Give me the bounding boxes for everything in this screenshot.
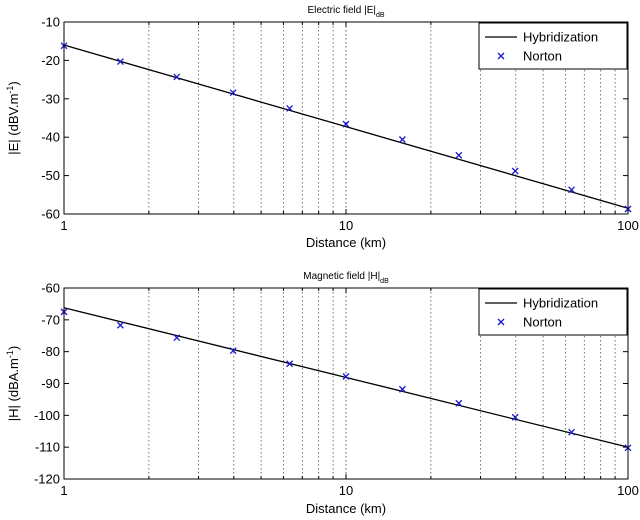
chart2-y-tick-label: -60 <box>41 281 60 296</box>
chart2-y-label: |H| (dBA.m-1) <box>5 346 21 421</box>
chart2-series-norton-point <box>568 428 576 436</box>
chart2-series-norton-point <box>116 321 124 329</box>
chart1-legend-swatch <box>497 52 505 60</box>
chart1-series-norton-point <box>229 89 237 97</box>
chart1-legend-box <box>478 22 628 70</box>
chart2-series-norton-point <box>286 360 294 368</box>
x-marker-stroke <box>342 373 350 380</box>
chart2-y-tick-label: -90 <box>41 376 60 391</box>
chart2-series-norton-point <box>173 334 181 342</box>
chart1-series-norton-point <box>511 167 519 175</box>
x-marker-stroke <box>286 104 294 112</box>
chart2-axes-frame <box>63 287 629 480</box>
chart2-x-label: Distance (km) <box>306 501 386 516</box>
chart1-series-norton-point <box>342 120 350 128</box>
chart1-panel: -60 -50 -40 -30 -20 -10 1 10 100 Hybridization Nor… <box>5 5 639 250</box>
x-marker-stroke <box>286 360 294 368</box>
chart1-x-label: Distance (km) <box>306 235 386 250</box>
x-marker-stroke <box>229 347 237 355</box>
chart1-series-hybridization-line <box>63 44 629 209</box>
chart1-y-tick-label: -60 <box>41 207 60 222</box>
chart2-legend-label: Norton <box>523 315 562 330</box>
chart2-y-tick-label: -110 <box>35 440 60 455</box>
chart2-series-hybridization-line <box>63 307 629 448</box>
chart2-title: Magnetic field |H|dB <box>303 271 389 285</box>
chart2-legend-label: Hybridization <box>523 296 598 311</box>
x-marker-stroke <box>398 136 406 143</box>
chart1-y-tick-label: -50 <box>41 168 60 183</box>
chart2-legend-box <box>478 288 628 336</box>
chart2-panel: -120 -110 -100 -90 -80 -70 -60 1 10 100 Hybridizat… <box>5 271 639 516</box>
x-marker-stroke <box>173 73 181 81</box>
chart2-y-tick-label: -120 <box>34 472 60 487</box>
x-marker-stroke <box>455 151 463 159</box>
x-marker-stroke <box>455 399 463 407</box>
x-marker-stroke <box>229 89 237 97</box>
x-marker-stroke <box>398 385 406 393</box>
chart1-series-norton-point <box>286 104 294 112</box>
x-marker-stroke <box>511 413 519 421</box>
chart2-x-tick-label: 100 <box>617 483 639 498</box>
chart1-x-tick-label: 100 <box>617 218 639 233</box>
x-marker-stroke <box>116 58 124 66</box>
chart1-series-norton-point <box>398 136 406 143</box>
chart2-series-norton-point <box>398 385 406 393</box>
chart1-x-tick-label: 1 <box>60 218 67 233</box>
chart1-legend-label: Norton <box>523 49 562 64</box>
chart2-x-tick-label: 10 <box>339 483 353 498</box>
chart2-legend-swatch <box>497 318 505 326</box>
chart1-legend-label: Hybridization <box>523 30 598 45</box>
chart2-y-tick-label: -100 <box>34 408 60 423</box>
x-marker-stroke <box>568 186 576 194</box>
chart2-series-norton-point <box>342 373 350 380</box>
chart1-title: Electric field |E|dB <box>307 5 384 19</box>
chart1-series-norton-point <box>116 58 124 66</box>
chart1-x-tick-label: 10 <box>339 218 353 233</box>
chart2-x-tick-label: 1 <box>60 483 67 498</box>
x-marker-stroke <box>116 321 124 329</box>
chart1-series-norton-point <box>455 151 463 159</box>
chart1-y-label: |E| (dBV.m-1) <box>5 81 21 155</box>
chart1-y-tick-label: -40 <box>41 130 60 145</box>
chart1-series-norton-point <box>568 186 576 194</box>
chart1-axes-frame <box>63 21 629 215</box>
chart1-y-tick-label: -20 <box>41 53 60 68</box>
chart2-y-tick-label: -80 <box>41 344 60 359</box>
chart2-series-norton-point <box>229 347 237 355</box>
x-marker-stroke <box>173 334 181 342</box>
x-marker-stroke <box>568 428 576 436</box>
chart2-series-norton-point <box>455 399 463 407</box>
chart2-legend: Hybridization Norton <box>478 288 628 336</box>
chart2-series-norton-point <box>511 413 519 421</box>
chart1-y-tick-label: -10 <box>41 15 60 30</box>
chart1-series-norton-point <box>173 73 181 81</box>
chart1-legend: Hybridization Norton <box>478 22 628 70</box>
x-marker-stroke <box>342 120 350 128</box>
chart2-y-tick-label: -70 <box>41 312 60 327</box>
x-marker-stroke <box>511 167 519 175</box>
chart1-y-tick-label: -30 <box>41 91 60 106</box>
